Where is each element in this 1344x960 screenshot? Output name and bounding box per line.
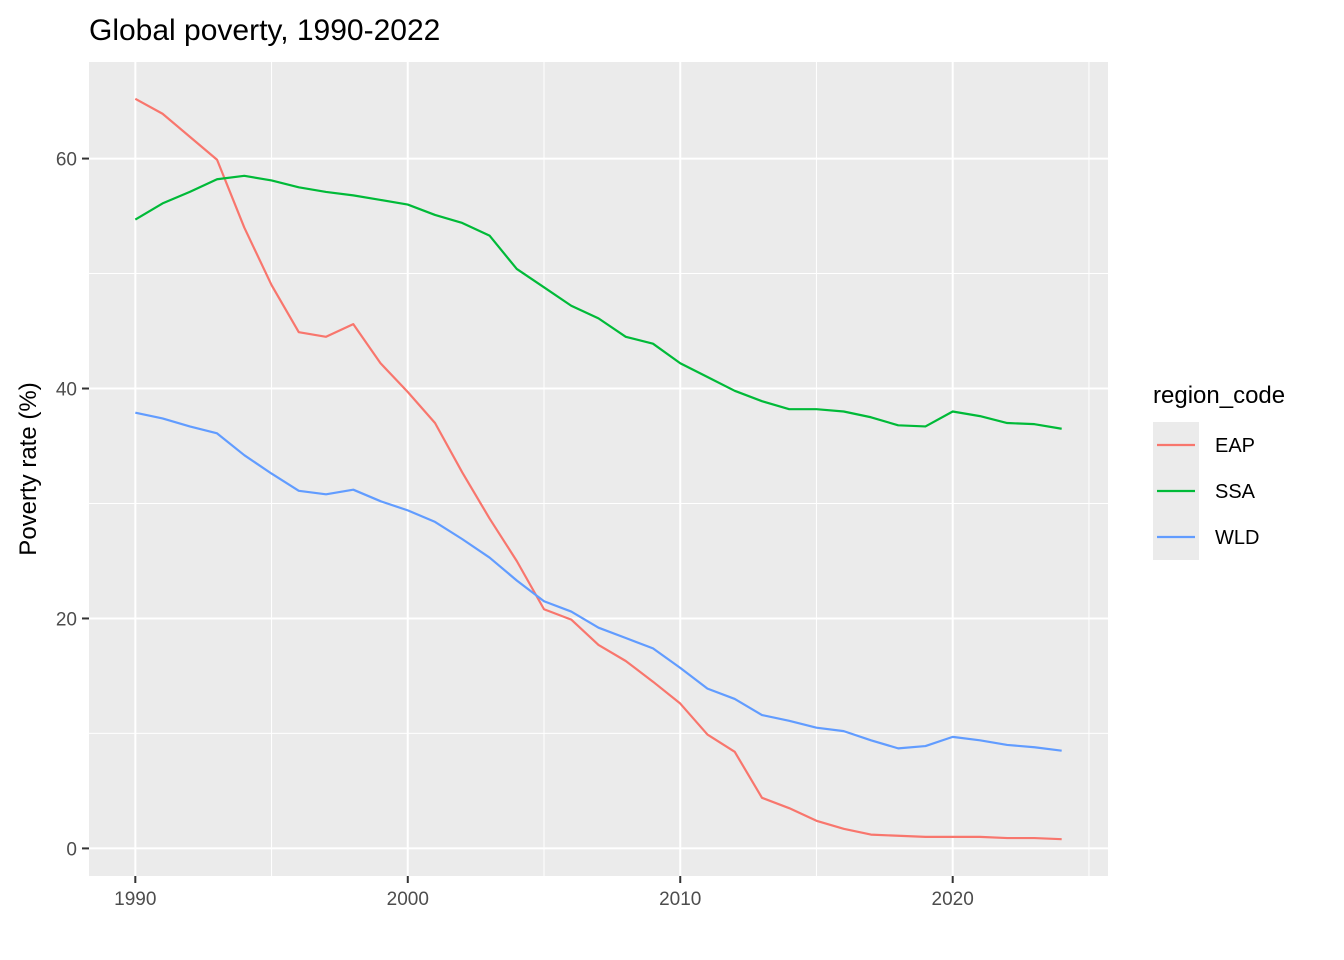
legend-label: EAP (1215, 435, 1255, 457)
legend-label: SSA (1215, 481, 1256, 503)
data-line (135, 411, 1062, 752)
y-tick-label: 20 (56, 609, 77, 630)
y-tick-label: 60 (56, 150, 77, 171)
chart-title: Global poverty, 1990-2022 (89, 14, 440, 47)
data-line (134, 97, 1062, 841)
y-tick-label: 0 (66, 839, 77, 860)
x-tick-label: 2010 (659, 889, 701, 910)
plot-panel (89, 62, 1108, 876)
data-line (134, 174, 1062, 430)
y-tick-label: 40 (56, 380, 77, 401)
x-tick-label: 2000 (387, 889, 429, 910)
x-tick-label: 1990 (114, 889, 156, 910)
legend-label: WLD (1215, 527, 1259, 549)
x-tick-label: 2020 (932, 889, 974, 910)
y-axis-title: Poverty rate (%) (15, 382, 42, 555)
legend-title: region_code (1153, 382, 1285, 409)
